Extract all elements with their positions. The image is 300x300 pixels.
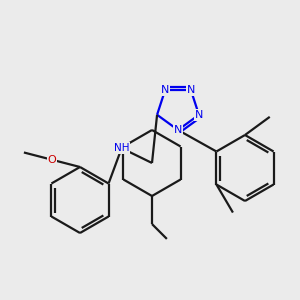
Text: NH: NH (114, 143, 129, 153)
Text: N: N (174, 125, 182, 135)
Text: N: N (195, 110, 203, 120)
Text: N: N (187, 85, 195, 95)
Text: O: O (48, 155, 56, 165)
Text: N: N (161, 85, 169, 95)
